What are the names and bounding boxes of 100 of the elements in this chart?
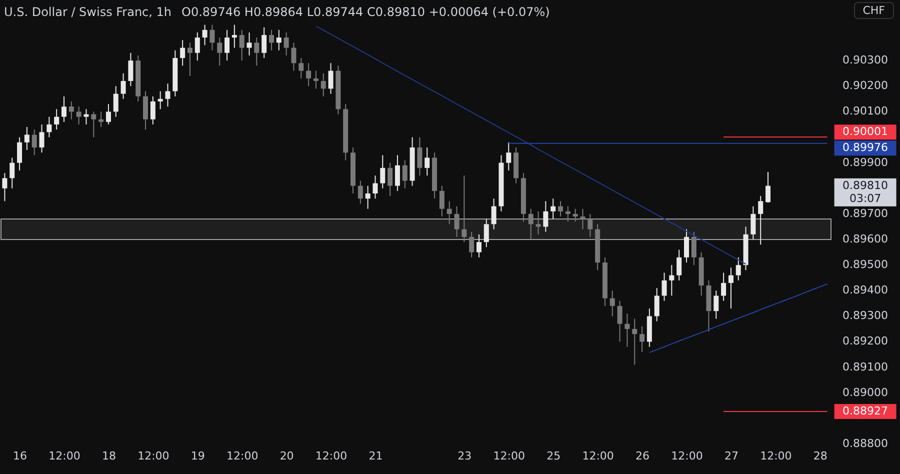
candlestick [491,198,496,230]
candlestick [143,90,148,130]
candlestick [684,228,689,264]
x-tick-label: 12:00 [226,450,258,462]
candlestick [284,32,289,56]
candlestick [84,108,89,125]
candlestick [210,24,215,51]
x-tick-label: 18 [102,450,116,462]
candlestick [262,26,267,58]
candlestick [750,206,756,240]
candlestick [298,58,304,79]
candlestick [388,162,393,197]
candlestick [61,96,66,122]
x-tick-label: 12:00 [48,450,80,462]
candlestick [365,185,370,210]
x-tick-label: 12:00 [138,450,170,462]
candlestick [536,210,541,235]
candlestick [617,300,622,342]
y-tick-label: 0.90200 [842,79,888,92]
candlestick [254,37,260,66]
candlestick [313,70,318,90]
y-tick-label: 0.89700 [842,206,888,220]
candlestick [462,175,467,243]
text: 03:07 [849,192,882,205]
y-axis-title: CHF [854,2,894,19]
candlestick [306,62,312,87]
candlestick [39,124,44,154]
x-tick-label: 28 [813,450,828,462]
candlestick [565,206,570,222]
x-tick-label: 16 [13,450,28,462]
candlestick [676,249,682,281]
candlestick [239,29,244,62]
candlestick [187,42,192,76]
candlestick [580,208,586,230]
candlestick [10,157,15,189]
candlestick [469,231,474,258]
candlestick [128,52,134,87]
data-label: 0.89976 [842,141,888,154]
line-series [648,283,828,353]
y-tick-label: 0.88800 [842,437,888,450]
candlestick [32,129,37,156]
candlestick [736,256,741,281]
chart-subtitle: O0.89746 H0.89864 L0.89744 C0.89810 +0.00064 (+0.07%) [182,5,550,19]
candlestick [669,264,674,296]
candlestick [291,42,296,72]
candlestick [691,231,696,266]
candlestick [24,126,30,151]
candlestick [46,116,52,138]
candlestick [588,213,593,238]
candlestick [76,106,82,125]
candlestick [54,108,60,130]
candlestick [572,208,578,222]
candlestick [632,318,638,366]
candlestick [402,160,408,189]
x-tick-label: 12:00 [493,450,525,462]
candlestick [506,142,512,171]
candlestick [543,200,548,232]
y-tick-label: 0.89200 [842,334,888,348]
candlestick [98,111,104,128]
candlestick [758,196,764,246]
candlestick [714,290,719,320]
candlestick [662,272,667,302]
candlestick [120,72,126,100]
x-tick-label: 23 [458,450,472,462]
y-tick-label: 0.90300 [842,54,888,67]
candlestick [180,40,186,66]
candlestick [202,24,208,46]
candlestick [217,37,222,66]
x-tick-label: 20 [280,450,294,462]
candlestick [320,72,326,97]
candlestick [194,32,200,62]
candlestick [268,29,274,51]
candlestick [766,172,771,204]
candlestick [484,218,489,248]
candlestick [654,288,660,322]
candlestick [476,234,482,258]
candlestick [17,136,22,171]
candlestick [2,172,8,202]
y-tick-label: 0.90100 [842,104,888,118]
candlestick [558,200,564,217]
candlestick [224,29,230,62]
candlestick [446,200,452,225]
candlestick [328,62,334,94]
candlestick [624,313,630,348]
x-tick-label: 27 [724,450,738,462]
candlestick [550,198,556,220]
candlestick [610,290,615,317]
candlestick [106,104,111,125]
x-tick-label: 12:00 [315,450,348,462]
x-tick-label: 25 [546,450,561,462]
candlestick [113,86,118,118]
text: 0.89810 [842,178,888,192]
data-label: 0.90001 [842,125,888,138]
candlestick [394,154,400,192]
candlestick [528,208,534,240]
candlestick [91,111,96,138]
y-tick-label: 0.89000 [842,386,888,399]
candlestick [276,29,282,51]
candlestick [165,83,170,108]
candlestick [150,96,156,125]
